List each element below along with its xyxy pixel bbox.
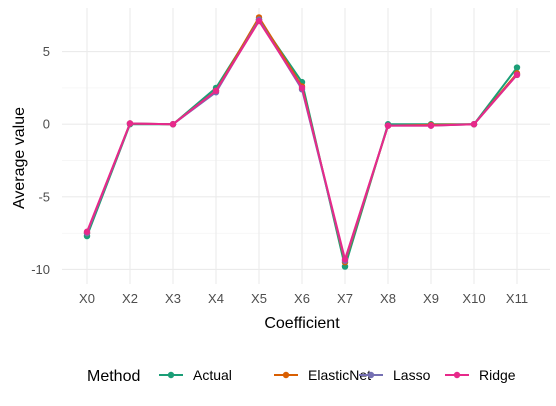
series-ridge bbox=[83, 17, 521, 263]
y-tick-label: -5 bbox=[38, 189, 50, 204]
legend-key-point bbox=[367, 371, 375, 379]
y-tick-label: -10 bbox=[31, 262, 50, 277]
x-tick-label: X5 bbox=[251, 291, 267, 306]
data-point-actual bbox=[513, 64, 521, 71]
data-point-ridge bbox=[126, 120, 134, 127]
legend-title: Method bbox=[87, 368, 140, 385]
data-point-ridge bbox=[83, 228, 91, 235]
data-point-ridge bbox=[255, 17, 263, 25]
legend-label: Actual bbox=[193, 367, 232, 383]
x-tick-label: X7 bbox=[337, 291, 353, 306]
data-point-ridge bbox=[384, 122, 392, 129]
legend-key-point bbox=[282, 371, 290, 379]
x-axis-ticks: X0 X2 X3 X4 X5 X6 X7 X8 X9 X10 X11 bbox=[79, 291, 528, 306]
y-tick-label: 5 bbox=[43, 44, 50, 59]
data-point-ridge bbox=[513, 71, 521, 79]
legend-key-point bbox=[453, 371, 461, 379]
data-point-ridge bbox=[212, 87, 220, 95]
data-point-ridge bbox=[169, 121, 177, 128]
x-tick-label: X0 bbox=[79, 291, 95, 306]
series-layer bbox=[83, 14, 521, 270]
x-tick-label: X10 bbox=[462, 291, 485, 306]
y-axis-title: Average value bbox=[11, 107, 28, 209]
legend-item-lasso: Lasso bbox=[359, 367, 431, 383]
x-axis-title: Coefficient bbox=[264, 315, 340, 332]
legend-label: Lasso bbox=[393, 367, 431, 383]
x-tick-label: X8 bbox=[380, 291, 396, 306]
legend-item-ridge: Ridge bbox=[445, 367, 516, 383]
data-point-ridge bbox=[298, 84, 306, 92]
x-tick-label: X2 bbox=[122, 291, 138, 306]
plot-area bbox=[62, 8, 550, 284]
x-tick-label: X3 bbox=[165, 291, 181, 306]
legend-item-actual: Actual bbox=[159, 367, 232, 383]
x-tick-label: X9 bbox=[423, 291, 439, 306]
legend-item-elasticnet: ElasticNet bbox=[274, 367, 371, 383]
legend-label: ElasticNet bbox=[308, 367, 371, 383]
data-point-ridge bbox=[470, 121, 478, 128]
x-tick-label: X4 bbox=[208, 291, 224, 306]
x-tick-label: X11 bbox=[506, 291, 528, 306]
data-point-ridge bbox=[427, 122, 435, 129]
legend: Method Actual ElasticNet Lasso Ridge bbox=[87, 367, 516, 385]
y-tick-label: 0 bbox=[43, 117, 50, 132]
x-tick-label: X6 bbox=[294, 291, 310, 306]
legend-label: Ridge bbox=[479, 367, 516, 383]
legend-key-point bbox=[167, 371, 175, 379]
data-point-ridge bbox=[341, 256, 349, 263]
y-axis-ticks: -10 -5 0 5 bbox=[31, 44, 50, 277]
